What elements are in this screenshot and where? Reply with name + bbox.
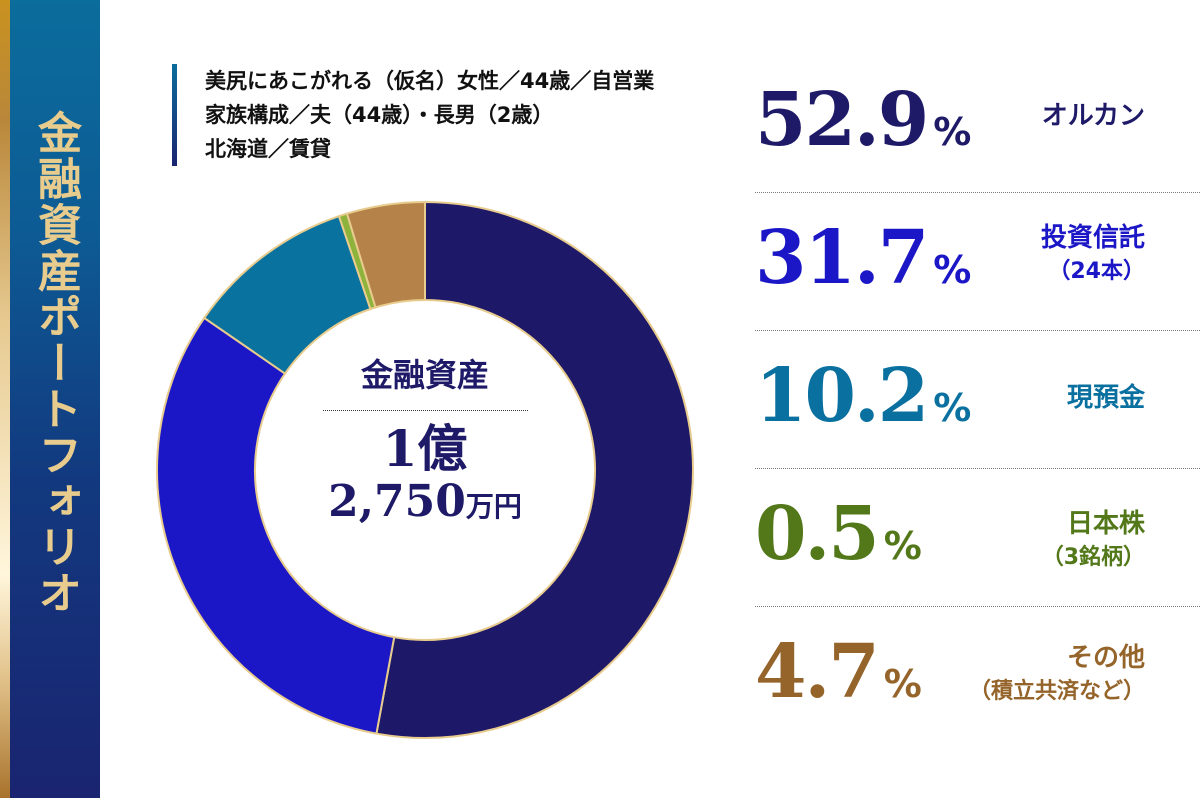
sidebar-title: 金融資産ポートフォリオ bbox=[30, 110, 81, 616]
legend-label: 投資信託 （24本） bbox=[1040, 223, 1145, 284]
donut-chart bbox=[156, 200, 694, 739]
center-value-unit: 万円 bbox=[465, 490, 522, 523]
legend-row-other: 4.7% その他 （積立共済など） bbox=[755, 607, 1200, 745]
legend-label: 日本株 （3銘柄） bbox=[1041, 509, 1145, 570]
legend-label: オルカン bbox=[1041, 101, 1145, 131]
profile-info: 美尻にあこがれる（仮名）女性／44歳／自営業 家族構成／夫（44歳）・長男（2歳… bbox=[172, 64, 655, 166]
legend-percent: 4.7% bbox=[755, 629, 922, 715]
legend-percent: 31.7% bbox=[755, 215, 972, 301]
center-divider bbox=[322, 410, 528, 411]
donut-segment bbox=[156, 316, 396, 735]
legend: 52.9% オルカン 31.7% 投資信託 （24本） 10.2% 現預金 0.5… bbox=[755, 55, 1200, 745]
legend-row-investment-trust: 31.7% 投資信託 （24本） bbox=[755, 193, 1200, 331]
profile-line-name: 美尻にあこがれる（仮名）女性／44歳／自営業 bbox=[205, 69, 655, 93]
legend-label: 現預金 bbox=[1066, 383, 1145, 413]
legend-row-japanese-stock: 0.5% 日本株 （3銘柄） bbox=[755, 469, 1200, 607]
legend-label: その他 （積立共済など） bbox=[968, 643, 1145, 704]
donut-segment bbox=[375, 200, 694, 739]
legend-percent: 10.2% bbox=[755, 353, 972, 439]
legend-percent: 0.5% bbox=[755, 491, 922, 577]
gold-accent-strip bbox=[0, 0, 10, 798]
profile-line-location: 北海道／賃貸 bbox=[205, 137, 331, 161]
center-value-oku: 1億 bbox=[382, 419, 468, 478]
donut-center: 金融資産 1億 2,750万円 bbox=[255, 350, 595, 532]
profile-line-family: 家族構成／夫（44歳）・長男（2歳） bbox=[205, 103, 554, 127]
donut-segment bbox=[345, 200, 426, 309]
center-value-man: 2,750万円 bbox=[255, 477, 595, 532]
center-value-number: 2,750 bbox=[328, 476, 466, 527]
sidebar: 金融資産ポートフォリオ bbox=[10, 0, 100, 798]
center-label: 金融資産 bbox=[360, 356, 489, 394]
legend-row-orkan: 52.9% オルカン bbox=[755, 55, 1200, 193]
legend-percent: 52.9% bbox=[755, 77, 972, 163]
legend-row-cash-deposit: 10.2% 現預金 bbox=[755, 331, 1200, 469]
